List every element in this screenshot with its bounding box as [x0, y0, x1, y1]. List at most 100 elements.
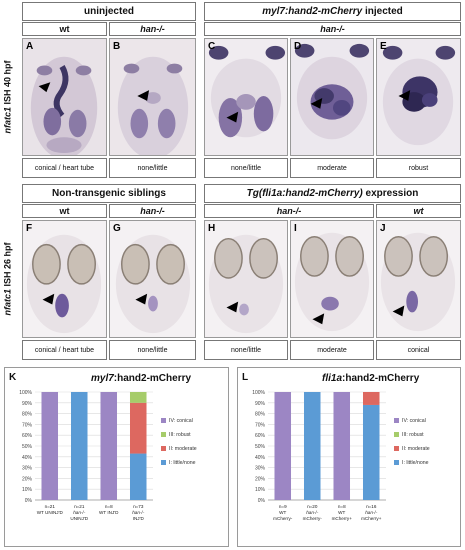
chart-l-legend-swatch	[394, 432, 399, 437]
side-label-40hpf: nfatc1 ISH 40 hpf	[2, 38, 14, 156]
panel-c-image: C	[204, 38, 288, 156]
chart-l-plot: 0%10%20%30%40%50%60%70%80%90%100%n=9WTmC…	[252, 390, 430, 521]
chart-k-legend-label: III: robust	[169, 432, 191, 438]
header-fli1a-rest: expression	[362, 188, 419, 199]
panel-j-specimen	[380, 232, 456, 332]
caption-c: none/little	[204, 158, 288, 178]
subheader-han-top-left-text: han-/-	[140, 24, 165, 34]
chart-l-legend-label: III: robust	[402, 432, 424, 438]
chart-k-category-label: INJ'D	[133, 516, 145, 521]
chart-k-legend-swatch	[161, 446, 166, 451]
caption-d-text: moderate	[317, 164, 347, 172]
panel-i-specimen	[294, 232, 370, 332]
panel-f-letter: F	[26, 223, 33, 234]
panel-d-image: D	[290, 38, 374, 156]
subheader-wt-top: wt	[22, 22, 107, 36]
chart-l-ytick-label: 20%	[255, 476, 266, 482]
panel-f-specimen	[26, 234, 102, 334]
chart-k-bar-1-i	[70, 392, 88, 500]
panel-c-specimen	[208, 45, 286, 138]
side-label-40hpf-italic: nfatc1	[3, 107, 13, 134]
caption-j-text: conical	[407, 346, 430, 354]
panel-e-image: E	[376, 38, 461, 156]
chart-k-ytick-label: 50%	[22, 444, 33, 450]
chart-k-legend-label: I: little/none	[169, 460, 196, 466]
chart-k-category-label: han-/-	[132, 510, 144, 515]
caption-f: conical / heart tube	[22, 340, 107, 360]
chart-l-legend-swatch	[394, 446, 399, 451]
panel-b-image: B	[109, 38, 196, 156]
chart-l-ytick-label: 90%	[255, 401, 266, 407]
chart-k-ytick-label: 90%	[22, 401, 33, 407]
header-uninjected: uninjected	[22, 2, 196, 21]
chart-k-bar-0-iv	[41, 392, 59, 500]
chart-l-title: fli1a:hand2-mCherry	[322, 373, 419, 384]
chart-l-bar-0-iv	[274, 392, 292, 500]
chart-l-legend-swatch	[394, 460, 399, 465]
panel-h-specimen	[208, 234, 284, 334]
header-myl7-rest: injected	[362, 6, 403, 17]
chart-l-ytick-label: 50%	[255, 444, 266, 450]
chart-k-category-label: WT UNINJ'D	[37, 510, 64, 515]
panel-j-image: J	[376, 220, 461, 338]
side-label-26hpf-rest: ISH 26 hpf	[3, 242, 13, 289]
panel-g-image: G	[109, 220, 196, 338]
chart-l-category-label: mCherry-	[303, 516, 323, 521]
panel-a-specimen	[30, 56, 98, 155]
panel-j-letter: J	[380, 223, 386, 234]
panel-d-specimen	[294, 43, 370, 140]
panel-e-letter: E	[380, 41, 387, 52]
header-fli1a-expression: Tg(fli1a:hand2-mCherry) expression	[204, 184, 461, 203]
chart-k-legend-swatch	[161, 418, 166, 423]
chart-l-ytick-label: 80%	[255, 412, 266, 418]
chart-l-category-label: n=8	[338, 504, 346, 509]
chart-l-ytick-label: 10%	[255, 487, 266, 493]
panel-h-image: H	[204, 220, 288, 338]
caption-f-text: conical / heart tube	[34, 346, 95, 354]
caption-a: conical / heart tube	[22, 158, 107, 178]
chart-k-box: K myl7:hand2-mCherry 0% 10% 20% 30% 40% 50% 60…	[4, 367, 229, 547]
chart-k-category-label: han-/-	[73, 510, 85, 515]
chart-k-ytick-label: 30%	[22, 466, 33, 472]
chart-l-letter: L	[242, 372, 249, 383]
chart-l-ytick-label: 70%	[255, 422, 266, 428]
panel-d-letter: D	[294, 41, 302, 52]
chart-k-letter: K	[9, 372, 17, 383]
chart-l-legend-swatch	[394, 418, 399, 423]
chart-l-ytick-label: 0%	[258, 498, 266, 504]
header-non-transgenic: Non-transgenic siblings	[22, 184, 196, 203]
chart-k-bar-3-i	[129, 453, 147, 500]
chart-k-legend-label: II: moderate	[169, 446, 197, 452]
caption-g-text: none/little	[137, 346, 168, 354]
chart-l-category-label: han-/-	[306, 510, 318, 515]
header-non-transgenic-text: Non-transgenic siblings	[52, 188, 166, 199]
subheader-wt-mid-text: wt	[59, 206, 70, 216]
header-fli1a-italic: Tg(fli1a:hand2-mCherry)	[246, 188, 363, 199]
chart-k-ytick-label: 80%	[22, 412, 33, 418]
caption-h-text: none/little	[231, 346, 261, 354]
chart-k-bar-2-iv	[100, 392, 118, 500]
chart-k-bar-3-iii	[129, 392, 147, 403]
chart-k-legend-swatch	[161, 460, 166, 465]
chart-l-ytick-label: 60%	[255, 433, 266, 439]
chart-k-title-rest: :hand2-mCherry	[113, 373, 192, 384]
chart-l-category-label: n=9	[279, 504, 287, 509]
chart-l-legend-label: I: little/none	[402, 460, 429, 466]
caption-e: robust	[376, 158, 461, 178]
panel-b-specimen	[117, 56, 189, 155]
caption-a-text: conical / heart tube	[34, 164, 95, 172]
subheader-han-top-right-text: han-/-	[320, 24, 345, 34]
chart-l-category-label: mCherry+	[332, 516, 353, 521]
caption-d: moderate	[290, 158, 374, 178]
chart-k-ytick-label: 60%	[22, 433, 33, 439]
chart-k-ytick-label: 40%	[22, 455, 33, 461]
chart-l-title-italic: fli1a	[322, 373, 343, 384]
subheader-wt-mid-right-text: wt	[413, 206, 424, 216]
caption-i-text: moderate	[317, 346, 347, 354]
caption-e-text: robust	[408, 164, 429, 172]
caption-h: none/little	[204, 340, 288, 360]
chart-k-title-italic: myl7	[91, 373, 114, 384]
chart-k-category-label: n=21	[45, 504, 56, 509]
header-myl7-injected: myl7:hand2-mCherry injected	[204, 2, 461, 21]
side-label-26hpf-italic: nfatc1	[3, 289, 13, 316]
